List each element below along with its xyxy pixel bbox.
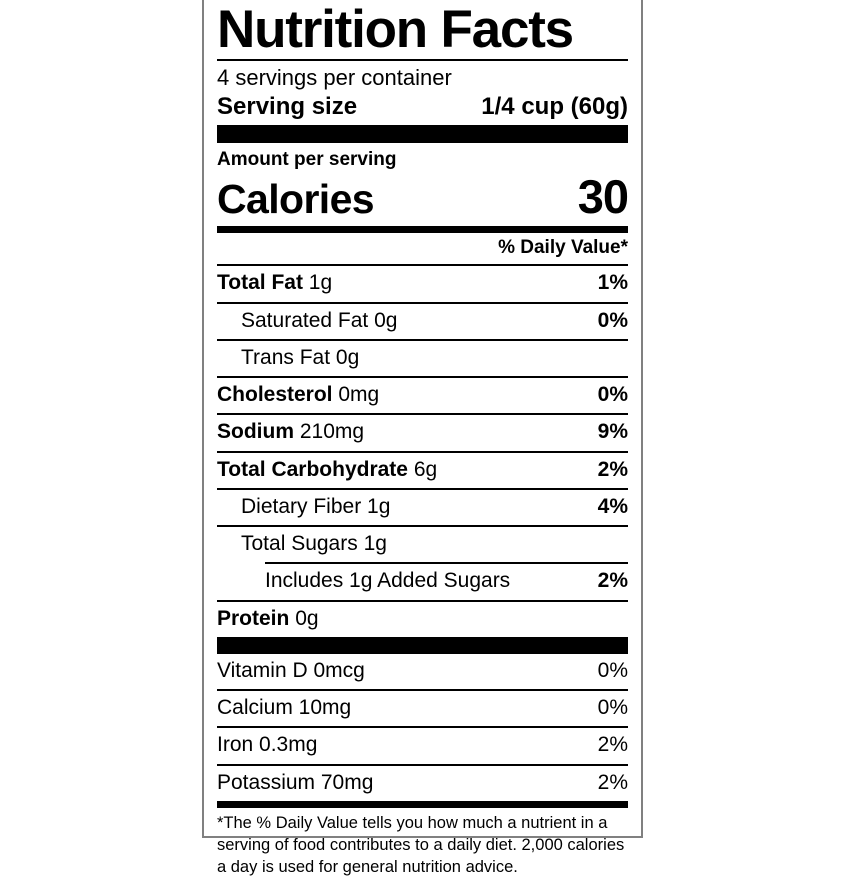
calories-value: 30	[577, 169, 629, 223]
row-sodium: Sodium 210mg 9%	[217, 415, 628, 450]
divider-thick-top	[217, 125, 628, 144]
divider-above-footnote	[217, 800, 628, 808]
row-vitamin-d-percent: 0%	[597, 658, 628, 682]
serving-size-label: Serving size	[217, 92, 358, 120]
row-added-sugars: Includes 1g Added Sugars 2%	[217, 564, 628, 599]
calories-label: Calories	[217, 175, 375, 222]
divider-above-total-fat	[217, 264, 628, 267]
row-potassium: Potassium 70mg 2%	[217, 766, 628, 801]
serving-size-row: Serving size 1/4 cup (60g)	[217, 92, 628, 125]
daily-value-footnote: *The % Daily Value tells you how much a …	[217, 813, 625, 876]
page-title: Nutrition Facts	[217, 0, 574, 59]
row-total-fat-amount: 1g	[308, 271, 333, 295]
row-total-fat-percent: 1%	[597, 271, 628, 295]
divider-above-dietary-fiber	[217, 487, 628, 490]
row-protein: Protein 0g	[217, 602, 628, 637]
divider-above-potassium	[217, 763, 628, 766]
row-total-carbohydrate: Total Carbohydrate 6g 2%	[217, 453, 628, 488]
row-calcium-name: Calcium 10mg	[217, 696, 352, 720]
row-potassium-percent: 2%	[597, 770, 628, 794]
row-calcium-percent: 0%	[597, 696, 628, 720]
row-total-carbohydrate-amount: 6g	[413, 457, 438, 481]
divider-above-cholesterol	[217, 376, 628, 379]
row-dietary-fiber-name: Dietary Fiber 1g	[241, 494, 391, 518]
row-vitamin-d: Vitamin D 0mcg 0%	[217, 654, 628, 689]
row-trans-fat: Trans Fat 0g	[217, 341, 628, 376]
servings-per-container: 4 servings per container	[217, 64, 452, 90]
row-protein-name: Protein 0g	[217, 606, 319, 630]
nutrition-facts-panel: Nutrition Facts 4 servings per container…	[202, 0, 643, 876]
divider-above-iron	[217, 726, 628, 729]
row-total-carbohydrate-percent: 2%	[597, 457, 628, 481]
row-total-sugars: Total Sugars 1g	[217, 527, 628, 562]
divider-above-sodium	[217, 413, 628, 416]
divider-under-title	[217, 58, 628, 61]
row-trans-fat-name: Trans Fat 0g	[241, 345, 360, 369]
row-saturated-fat-name: Saturated Fat 0g	[241, 308, 398, 332]
divider-above-added-sugars	[265, 562, 628, 565]
serving-size-value: 1/4 cup (60g)	[481, 92, 628, 120]
row-sodium-percent: 9%	[597, 420, 628, 444]
row-total-fat-name: Total Fat 1g	[217, 271, 333, 295]
row-calcium: Calcium 10mg 0%	[217, 691, 628, 726]
divider-above-total-sugars	[217, 525, 628, 528]
row-saturated-fat: Saturated Fat 0g 0%	[217, 304, 628, 339]
row-added-sugars-name: Includes 1g Added Sugars	[265, 569, 511, 593]
row-iron-percent: 2%	[597, 733, 628, 757]
divider-above-saturated-fat	[217, 301, 628, 304]
row-dietary-fiber-percent: 4%	[597, 494, 628, 518]
calories-row: Calories 30	[217, 169, 629, 226]
row-total-sugars-name: Total Sugars 1g	[241, 532, 387, 556]
divider-thick-vitamins	[217, 636, 628, 654]
amount-per-serving-label: Amount per serving	[217, 149, 397, 171]
row-added-sugars-percent: 2%	[597, 569, 628, 593]
row-cholesterol-amount: 0mg	[338, 383, 380, 407]
row-cholesterol: Cholesterol 0mg 0%	[217, 378, 628, 413]
row-protein-amount: 0g	[295, 606, 319, 630]
row-iron: Iron 0.3mg 2%	[217, 728, 628, 763]
row-dietary-fiber: Dietary Fiber 1g 4%	[217, 490, 628, 525]
row-cholesterol-name: Cholesterol 0mg	[217, 383, 380, 407]
divider-above-total-carbohydrate	[217, 450, 628, 453]
row-potassium-name: Potassium 70mg	[217, 770, 374, 794]
row-saturated-fat-percent: 0%	[597, 308, 628, 332]
divider-above-trans-fat	[217, 338, 628, 341]
divider-above-calcium	[217, 689, 628, 692]
row-sodium-name: Sodium 210mg	[217, 420, 365, 444]
row-sodium-amount: 210mg	[299, 420, 365, 444]
row-iron-name: Iron 0.3mg	[217, 733, 318, 757]
row-total-carbohydrate-name: Total Carbohydrate 6g	[217, 457, 438, 481]
row-total-fat: Total Fat 1g 1%	[217, 266, 628, 301]
row-vitamin-d-name: Vitamin D 0mcg	[217, 658, 365, 682]
daily-value-header: % Daily Value*	[498, 237, 628, 259]
row-cholesterol-percent: 0%	[597, 383, 628, 407]
divider-under-calories	[217, 226, 628, 234]
divider-above-protein	[217, 599, 628, 602]
